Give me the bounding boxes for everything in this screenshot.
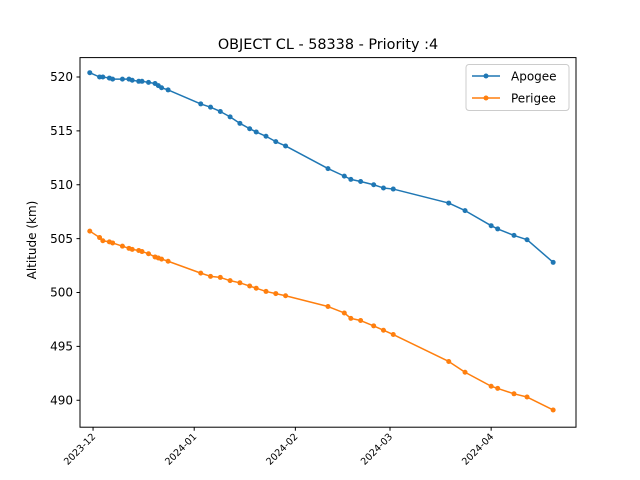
- data-point: [198, 101, 204, 107]
- data-point: [100, 238, 106, 244]
- data-point: [380, 185, 386, 191]
- data-point: [253, 129, 259, 135]
- data-point: [208, 104, 214, 110]
- data-point: [97, 235, 103, 241]
- data-point: [550, 259, 556, 265]
- data-point: [159, 256, 165, 262]
- data-point: [371, 323, 377, 329]
- data-point: [390, 186, 396, 192]
- data-point: [446, 200, 452, 206]
- legend-label: Perigee: [511, 92, 556, 106]
- legend: Apogee Perigee: [465, 64, 570, 111]
- data-point: [325, 304, 331, 310]
- data-point: [110, 76, 116, 82]
- legend-marker: [483, 95, 489, 101]
- data-point: [283, 143, 289, 149]
- data-point: [139, 78, 145, 84]
- data-point: [348, 315, 354, 321]
- chart-title: OBJECT CL - 58338 - Priority :4: [218, 37, 438, 53]
- data-point: [165, 87, 171, 93]
- data-point: [100, 74, 106, 80]
- data-point: [129, 77, 135, 83]
- data-point: [495, 385, 501, 391]
- data-point: [165, 258, 171, 264]
- plot-frame: [79, 57, 577, 428]
- data-point: [198, 270, 204, 276]
- data-point: [283, 293, 289, 299]
- data-point: [159, 85, 165, 91]
- data-point: [371, 182, 377, 188]
- data-point: [208, 273, 214, 279]
- data-point: [146, 251, 152, 257]
- data-point: [253, 285, 259, 291]
- data-point: [227, 278, 233, 284]
- data-point: [273, 139, 279, 145]
- data-point: [524, 394, 530, 400]
- data-point: [446, 358, 452, 364]
- data-point: [247, 283, 253, 289]
- data-point: [358, 318, 364, 324]
- data-point: [488, 223, 494, 229]
- y-axis-label: Altitude (km): [25, 201, 39, 280]
- data-point: [119, 243, 125, 249]
- data-point: [129, 246, 135, 252]
- data-point: [358, 179, 364, 185]
- data-point: [119, 76, 125, 82]
- data-point: [462, 369, 468, 375]
- data-point: [462, 208, 468, 214]
- data-point: [87, 228, 93, 234]
- data-point: [227, 114, 233, 120]
- data-point: [273, 291, 279, 297]
- data-point: [341, 310, 347, 316]
- y-tick-label: 515: [50, 124, 73, 138]
- legend-marker: [483, 73, 489, 79]
- data-point: [139, 249, 145, 255]
- data-point: [495, 226, 501, 232]
- series-apogee: [87, 70, 556, 265]
- y-tick-label: 520: [50, 70, 73, 84]
- data-point: [511, 391, 517, 397]
- data-point: [325, 166, 331, 172]
- data-point: [550, 407, 556, 413]
- data-point: [488, 383, 494, 389]
- legend-label: Apogee: [511, 70, 557, 84]
- data-point: [341, 173, 347, 179]
- data-point: [87, 70, 93, 76]
- data-point: [524, 237, 530, 243]
- data-point: [263, 288, 269, 294]
- y-tick-label: 490: [50, 393, 73, 407]
- data-point: [247, 126, 253, 132]
- y-tick-label: 500: [50, 286, 73, 300]
- data-point: [110, 240, 116, 246]
- y-tick-label: 495: [50, 340, 73, 354]
- data-point: [237, 120, 243, 126]
- data-point: [348, 176, 354, 182]
- y-tick-label: 510: [50, 178, 73, 192]
- data-point: [263, 133, 269, 139]
- data-point: [146, 79, 152, 85]
- data-point: [217, 274, 223, 280]
- series-perigee: [87, 228, 556, 413]
- y-tick-label: 505: [50, 232, 73, 246]
- data-point: [380, 327, 386, 333]
- data-point: [237, 280, 243, 286]
- data-point: [217, 108, 223, 114]
- data-point: [390, 332, 396, 338]
- y-axis-ticks: 490 495 500 505 510 515 520: [50, 70, 80, 407]
- series-layer: [87, 70, 556, 413]
- data-point: [511, 232, 517, 238]
